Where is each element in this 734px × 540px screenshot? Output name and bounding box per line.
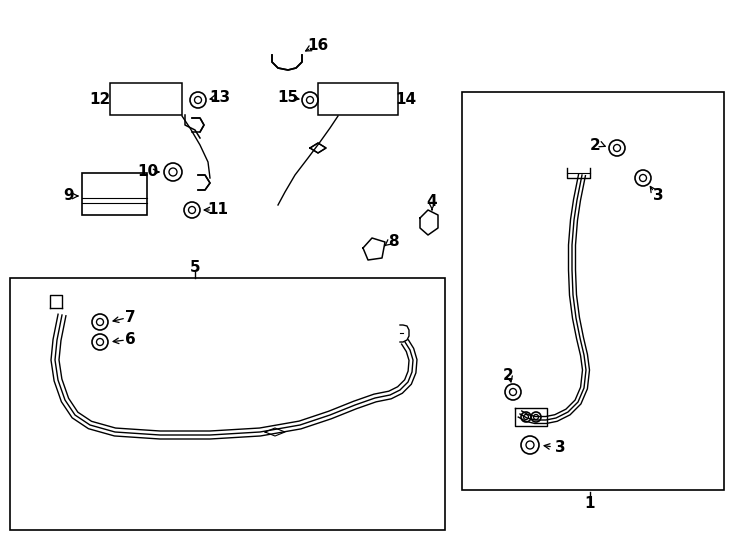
Text: 6: 6: [125, 333, 135, 348]
Text: 16: 16: [308, 37, 329, 52]
Text: 2: 2: [589, 138, 600, 152]
Text: 3: 3: [653, 187, 664, 202]
Polygon shape: [310, 143, 326, 153]
Text: 9: 9: [64, 188, 74, 204]
Bar: [462, 92, 724, 490]
Polygon shape: [198, 175, 210, 190]
Text: 10: 10: [137, 165, 159, 179]
Polygon shape: [420, 210, 438, 235]
Text: 5: 5: [189, 260, 200, 274]
Text: 3: 3: [555, 440, 565, 455]
Polygon shape: [192, 118, 204, 132]
Text: 8: 8: [388, 234, 399, 249]
Text: 4: 4: [426, 194, 437, 210]
Bar: [110, 83, 182, 115]
Text: 1: 1: [585, 496, 595, 510]
Polygon shape: [363, 238, 385, 260]
Text: 11: 11: [208, 202, 228, 218]
Polygon shape: [272, 55, 302, 70]
Bar: [318, 83, 398, 115]
Text: 15: 15: [277, 90, 299, 105]
Bar: [10, 278, 445, 530]
Text: 14: 14: [396, 91, 417, 106]
Text: 12: 12: [90, 91, 111, 106]
Bar: [82, 173, 147, 215]
Text: 13: 13: [209, 90, 230, 105]
Text: 2: 2: [503, 368, 513, 382]
Text: 7: 7: [125, 310, 135, 326]
